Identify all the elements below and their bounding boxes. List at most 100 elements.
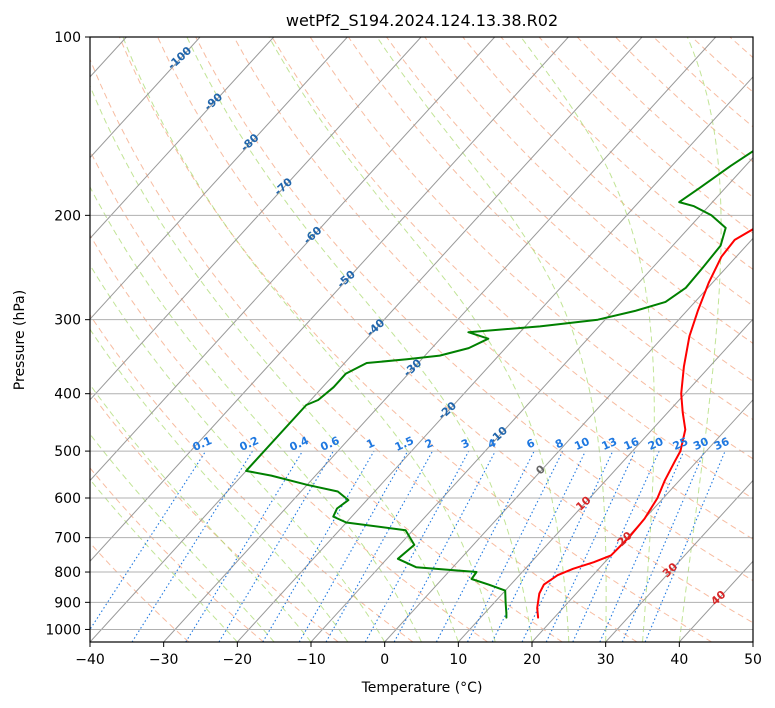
isotherm-line: [752, 641, 753, 642]
isotherm-line: [605, 479, 753, 642]
moist-adiabat-line: [520, 37, 655, 642]
mixing-ratio-line: [467, 450, 564, 642]
isopleth-labels: -100-90-80-70-60-50-40-30-20-10010203040…: [165, 44, 732, 608]
moist-adiabat-line: [90, 84, 459, 642]
moist-adiabat-line: [90, 328, 349, 642]
sounding-line: [245, 149, 753, 619]
x-axis-ticks: −40 −30 −20 −10 0 10 20 30 40 50: [75, 642, 762, 668]
mixing-ratio-line: [572, 450, 660, 642]
dry-adiabat-line: [462, 37, 753, 307]
moist-adiabat-line: [186, 37, 533, 642]
plot-frame: [89, 36, 754, 643]
dry-adiabat-line: [157, 37, 753, 624]
mixing-ratio-line: [621, 450, 705, 642]
isotherm-line: [90, 37, 569, 563]
x-tick-label: 40: [670, 652, 688, 668]
isopleth-label: 8: [553, 436, 565, 451]
y-tick-label: 200: [54, 208, 81, 224]
dry-adiabat-line: [118, 37, 712, 642]
moist-adiabat-line: [268, 37, 570, 642]
moist-adiabat-line: [90, 264, 386, 642]
y-tick-label: 300: [54, 313, 81, 329]
dry-adiabat-line: [386, 37, 753, 382]
pressure-grid: [90, 36, 753, 630]
moist-adiabat-line: [678, 37, 722, 642]
isopleth-label: 10: [572, 435, 592, 453]
moist-adiabat-line: [90, 478, 238, 642]
mixing-ratio-line: [90, 450, 207, 631]
isopleth-label: 3: [459, 436, 471, 451]
x-tick-label: 30: [597, 652, 615, 668]
dry-adiabat-line: [615, 37, 753, 163]
isopleth-label: 0: [533, 462, 548, 477]
x-tick-label: −40: [75, 652, 105, 668]
mixing-ratio-line: [599, 450, 685, 642]
dry-adiabat-line: [347, 37, 753, 421]
moist-adiabat-line: [90, 433, 275, 642]
mixing-ratio-line: [218, 450, 334, 642]
dry-adiabat-line: [90, 467, 264, 642]
x-tick-label: −10: [296, 652, 326, 668]
dry-adiabat-line: [90, 234, 488, 642]
y-tick-label: 400: [54, 387, 81, 403]
isopleth-label: 36: [712, 435, 732, 453]
isotherm-line: [90, 37, 348, 320]
mixing-ratio-line: [545, 450, 636, 642]
y-tick-label: 700: [54, 531, 81, 547]
y-tick-label: 600: [54, 491, 81, 507]
isopleth-label: 30: [691, 435, 711, 453]
isotherm-line: [90, 37, 275, 240]
dry-adiabat-line: [90, 58, 638, 642]
x-tick-label: −30: [149, 652, 179, 668]
moist-adiabat-line: [376, 37, 607, 642]
mixing-ratio-line: [131, 450, 254, 642]
sounding-line: [536, 228, 753, 619]
dry-adiabat-line: [309, 37, 753, 460]
y-tick-label: 800: [54, 565, 81, 581]
isopleth-label: 13: [600, 435, 619, 453]
x-axis-title: Temperature (°C): [361, 680, 483, 696]
y-tick-label: 1000: [45, 622, 81, 638]
y-tick-label: 500: [54, 444, 81, 460]
mixing-ratio-line: [644, 450, 726, 642]
isotherm-line: [236, 76, 753, 642]
dry-adiabat-line: [90, 542, 190, 642]
dry-adiabat-line: [653, 37, 753, 128]
isotherm-line: [384, 237, 753, 642]
dry-adiabat-line: [424, 37, 753, 344]
sounding-series: [245, 149, 753, 619]
mixing-ratio-line: [262, 450, 375, 642]
isopleth-label: 6: [525, 436, 538, 451]
y-tick-label: 100: [54, 30, 81, 46]
dry-adiabat-line: [271, 37, 753, 500]
mixing-ratio-line: [364, 450, 470, 642]
y-tick-label: 900: [54, 595, 81, 611]
mixing-ratio-line: [521, 450, 614, 642]
x-tick-label: 0: [380, 652, 389, 668]
x-tick-label: 50: [744, 652, 762, 668]
isopleth-label: 16: [622, 435, 642, 453]
x-tick-label: 20: [523, 652, 541, 668]
dry-adiabat-line: [576, 37, 753, 198]
isotherm-line: [90, 37, 201, 159]
isotherm-line: [90, 37, 643, 642]
x-tick-label: −20: [223, 652, 253, 668]
isopleth-label: 25: [671, 435, 690, 453]
background-lines: [90, 37, 753, 642]
mixing-ratio-line: [491, 450, 586, 642]
dry-adiabat-line: [538, 37, 753, 234]
dry-adiabat-line: [195, 37, 753, 582]
moist-adiabat-line: [90, 185, 422, 642]
isotherm-line: [163, 37, 717, 642]
isopleth-label: 20: [646, 435, 666, 453]
isopleth-label: 2: [423, 436, 435, 451]
isotherm-line: [90, 37, 496, 482]
isotherm-line: [90, 37, 422, 401]
dry-adiabat-line: [90, 149, 563, 642]
moist-adiabat-line: [122, 37, 496, 642]
isotherm-line: [310, 156, 753, 642]
mixing-ratio-line: [185, 450, 304, 642]
mixing-ratio-line: [393, 450, 496, 642]
isotherm-line: [531, 399, 753, 642]
